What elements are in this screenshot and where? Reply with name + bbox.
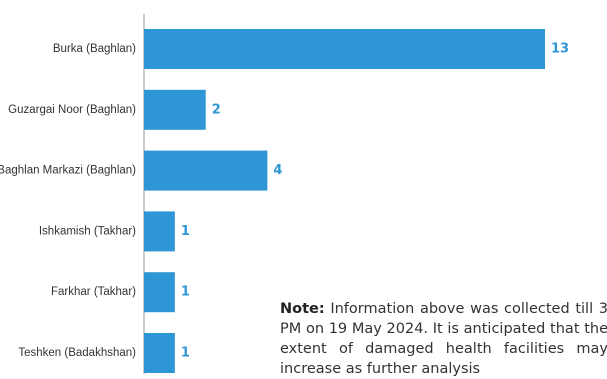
- value-label: 4: [273, 163, 282, 178]
- category-label: Guzargai Noor (Baghlan): [8, 104, 136, 116]
- bar: [144, 272, 175, 313]
- bar: [144, 333, 175, 373]
- value-label: 1: [181, 224, 190, 239]
- bar: [144, 29, 545, 69]
- category-label: Burka (Baghlan): [53, 43, 136, 55]
- note-heading: Note:: [280, 301, 325, 317]
- note-body: Information above was collected till 3 P…: [280, 301, 607, 377]
- category-label: Teshken (Badakhshan): [18, 347, 136, 359]
- value-label: 2: [212, 102, 221, 117]
- category-label: Ishkamish (Takhar): [39, 225, 136, 237]
- bar: [144, 150, 268, 191]
- value-label: 13: [551, 42, 569, 57]
- category-label: Farkhar (Takhar): [51, 286, 136, 298]
- bar: [144, 89, 206, 130]
- bar: [144, 211, 175, 252]
- category-label: Baghlan Markazi (Baghlan): [0, 165, 136, 177]
- value-label: 1: [181, 285, 190, 300]
- note-text-block: Note: Information above was collected ti…: [280, 299, 607, 379]
- value-label: 1: [181, 346, 190, 361]
